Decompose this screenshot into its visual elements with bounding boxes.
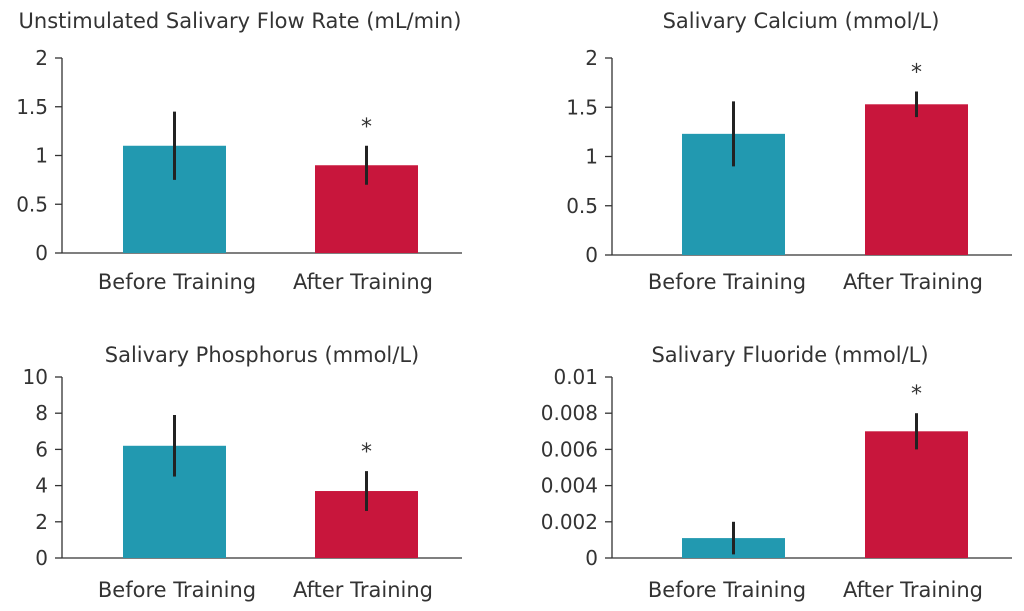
y-tick-label: 0.01 [553, 365, 598, 389]
y-tick-label: 10 [23, 365, 48, 389]
category-label: Before Training [648, 270, 806, 294]
bar-after [865, 104, 968, 255]
category-label: After Training [293, 578, 433, 602]
y-tick-label: 0 [35, 546, 48, 570]
y-tick-label: 1.5 [16, 95, 48, 119]
category-label: Before Training [648, 578, 806, 602]
significance-marker: * [361, 115, 372, 140]
y-tick-label: 1 [585, 145, 598, 169]
chart-title: Salivary Phosphorus (mmol/L) [105, 343, 419, 367]
y-tick-label: 0 [585, 546, 598, 570]
y-tick-label: 6 [35, 437, 48, 461]
y-tick-label: 0.004 [541, 474, 598, 498]
y-tick-label: 0.006 [541, 437, 598, 461]
y-tick-label: 2 [35, 46, 48, 70]
bar-after [865, 431, 968, 558]
chart-title: Salivary Calcium (mmol/L) [663, 9, 940, 33]
y-tick-label: 2 [585, 46, 598, 70]
chart-panel-2: Salivary Phosphorus (mmol/L) 0 2 4 6 8 10 Befor… [23, 343, 462, 602]
category-label: After Training [843, 270, 983, 294]
y-tick-label: 0.008 [541, 401, 598, 425]
chart-panel-3: Salivary Fluoride (mmol/L) 0 0.002 0.004 0.0… [541, 343, 1012, 602]
chart-panel-1: Salivary Calcium (mmol/L) 0 0.5 1 1.5 2 Before… [566, 9, 1012, 294]
significance-marker: * [911, 382, 922, 407]
y-tick-label: 0.5 [16, 192, 48, 216]
category-label: After Training [293, 270, 433, 294]
chart-panel-0: Unstimulated Salivary Flow Rate (mL/min)… [16, 9, 462, 294]
y-tick-label: 8 [35, 401, 48, 425]
y-tick-label: 2 [35, 510, 48, 534]
category-label: Before Training [98, 270, 256, 294]
y-tick-label: 0 [35, 241, 48, 265]
significance-marker: * [911, 60, 922, 85]
y-tick-label: 0.002 [541, 510, 598, 534]
y-tick-label: 1.5 [566, 95, 598, 119]
y-tick-label: 1 [35, 144, 48, 168]
y-tick-label: 0 [585, 243, 598, 267]
chart-title: Salivary Fluoride (mmol/L) [651, 343, 928, 367]
category-label: Before Training [98, 578, 256, 602]
category-label: After Training [843, 578, 983, 602]
y-tick-label: 4 [35, 474, 48, 498]
chart-title: Unstimulated Salivary Flow Rate (mL/min) [19, 9, 462, 33]
y-tick-label: 0.5 [566, 194, 598, 218]
significance-marker: * [361, 440, 372, 465]
